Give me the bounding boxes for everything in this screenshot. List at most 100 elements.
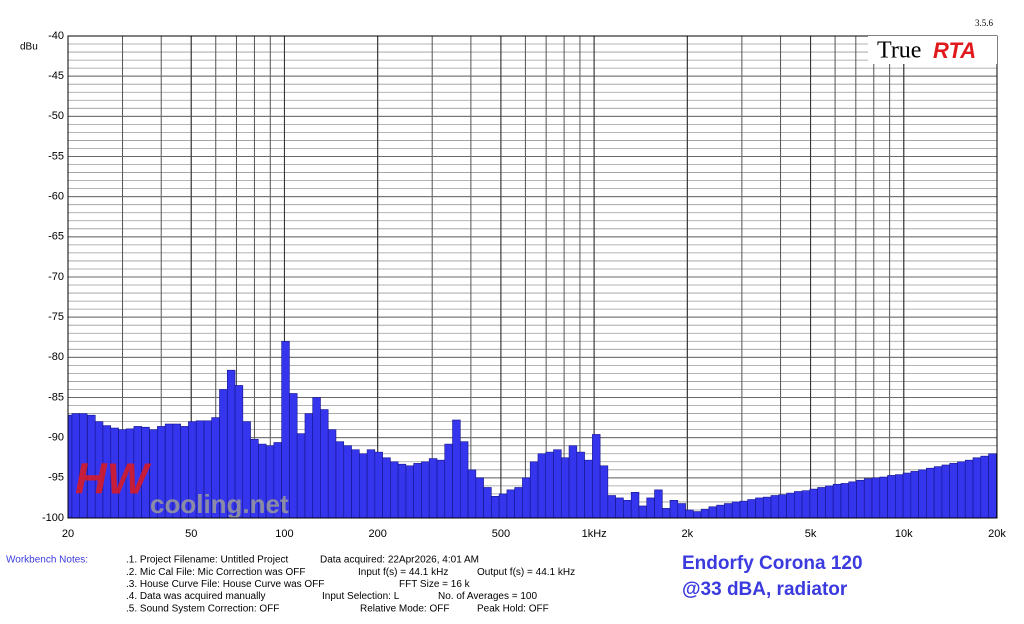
bar (359, 453, 368, 519)
bar (304, 413, 314, 519)
annotation: Endorfy Corona 120 (682, 553, 863, 574)
y-tick-label: -75 (48, 311, 64, 323)
y-tick-label: -50 (48, 110, 64, 122)
x-tick-label: 10k (895, 528, 913, 540)
bar (459, 441, 469, 519)
bar (848, 481, 857, 519)
note-text: .1. Project Filename: Untitled Project (126, 555, 289, 566)
bar (654, 489, 663, 519)
y-tick-label: -60 (48, 191, 64, 203)
note-text: .2. Mic Cal File: Mic Correction was OFF (126, 567, 305, 578)
bar (405, 465, 414, 519)
bar (436, 459, 446, 519)
bar (296, 433, 306, 519)
bar (351, 449, 360, 519)
note-text: .4. Data was acquired manually (126, 591, 266, 602)
plot-frame (67, 35, 998, 519)
bar (980, 455, 989, 519)
bar (685, 509, 694, 519)
bar (693, 511, 702, 519)
bar (576, 451, 585, 519)
x-tick-label: 20k (988, 528, 1006, 540)
bar (491, 496, 500, 519)
bar (941, 464, 950, 519)
bar (390, 461, 399, 519)
bar (545, 451, 554, 519)
bar (825, 485, 834, 519)
bar (514, 487, 523, 519)
bar (568, 445, 578, 519)
bar (327, 429, 337, 519)
y-tick-label: -45 (48, 70, 64, 82)
bar (537, 453, 547, 519)
bar (607, 495, 616, 519)
bar (879, 476, 888, 519)
bar (289, 393, 298, 519)
note-text: Data acquired: 22Apr2026, 4:01 AM (320, 555, 479, 566)
bar (840, 483, 850, 519)
bar (933, 466, 943, 519)
note-text: Output f(s) = 44.1 kHz (477, 567, 575, 578)
bar (832, 483, 842, 519)
y-tick-label: -80 (48, 351, 64, 363)
note-text: Peak Hold: OFF (477, 603, 549, 614)
bar (413, 463, 422, 519)
bar (755, 497, 764, 519)
bar (669, 500, 679, 519)
bar (646, 497, 655, 519)
y-tick-label: -70 (48, 271, 64, 283)
note-text: Input f(s) = 44.1 kHz (358, 567, 448, 578)
x-tick-label: 100 (275, 528, 293, 540)
bar (887, 475, 896, 519)
note-text: Relative Mode: OFF (360, 603, 449, 614)
watermark: HW cooling.net (75, 455, 289, 519)
bar (708, 506, 717, 519)
bar (312, 397, 321, 519)
bar (801, 490, 811, 519)
watermark-site: cooling.net (150, 489, 289, 519)
bar (724, 503, 733, 519)
bar (343, 445, 352, 519)
bar (475, 477, 484, 519)
bar (615, 497, 624, 519)
bar (716, 504, 725, 519)
bar (856, 479, 865, 519)
bar (428, 458, 438, 519)
bar (560, 457, 570, 519)
note-text: No. of Averages = 100 (438, 591, 537, 602)
y-axis-label: dBu (20, 42, 38, 53)
bar (382, 457, 391, 519)
bar (421, 461, 430, 519)
y-tick-label: -55 (48, 150, 64, 162)
note-text: FFT Size = 16 k (399, 579, 471, 590)
bar (731, 501, 741, 519)
y-tick-label: -90 (48, 432, 64, 444)
bar (553, 449, 562, 519)
bar (397, 463, 407, 519)
notes-label: Workbench Notes: (6, 555, 88, 566)
x-tick-label: 500 (492, 528, 510, 540)
bar (529, 461, 539, 519)
bar (498, 493, 508, 519)
bar (794, 491, 803, 519)
bar (320, 409, 329, 519)
x-tick-label: 2k (682, 528, 694, 540)
x-tick-label: 20 (62, 528, 74, 540)
x-tick-label: 50 (185, 528, 197, 540)
bar (809, 488, 818, 519)
bar (895, 474, 904, 519)
bar (863, 478, 873, 519)
bar (67, 414, 73, 519)
version: 3.5.6 (975, 18, 994, 28)
bar (762, 496, 772, 519)
bar (638, 505, 648, 519)
watermark-hw: HW (75, 455, 152, 504)
note-text: .3. House Curve File: House Curve was OF… (126, 579, 324, 590)
logo-rta: RTA (933, 38, 976, 63)
bar (972, 457, 982, 519)
note-text: .5. Sound System Correction: OFF (126, 603, 279, 614)
bar (452, 419, 461, 519)
y-tick-label: -65 (48, 231, 64, 243)
